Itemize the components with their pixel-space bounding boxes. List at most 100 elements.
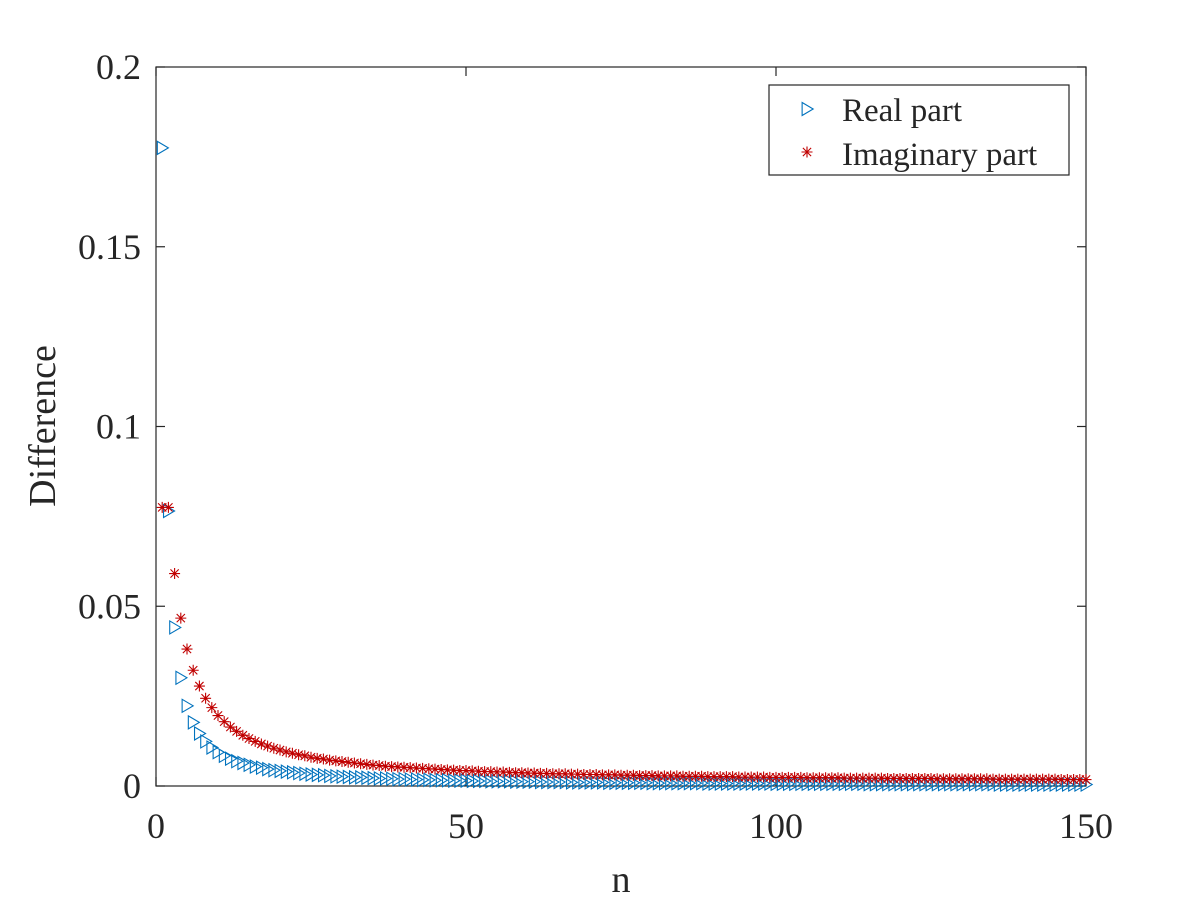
data-point-imaginary — [305, 751, 317, 763]
data-point-imaginary — [286, 747, 298, 759]
data-point-imaginary — [510, 767, 522, 779]
data-point-real — [423, 772, 437, 788]
data-point-real — [832, 776, 846, 792]
data-point-imaginary — [516, 767, 528, 779]
data-point-real — [565, 774, 579, 790]
data-point-real — [200, 733, 213, 749]
legend: Real part Imaginary part — [768, 84, 1070, 176]
data-point-real — [181, 698, 195, 714]
data-point-real — [1043, 777, 1057, 793]
data-point-imaginary — [801, 772, 813, 784]
data-point-real — [355, 769, 368, 785]
data-point-real — [212, 744, 226, 760]
y-tick-label: 0.1 — [96, 407, 141, 447]
axis-tick-labels: 0 50 100 150 0 0.05 0.1 0.15 0.2 — [78, 47, 1113, 846]
data-point-real — [268, 762, 282, 778]
data-point-imaginary — [720, 771, 732, 783]
data-point-imaginary — [640, 770, 652, 782]
data-point-real — [534, 774, 548, 790]
data-point-imaginary — [919, 772, 931, 784]
data-point-imaginary — [361, 758, 373, 770]
data-point-real — [621, 775, 635, 791]
data-point-imaginary — [671, 770, 683, 782]
data-point-imaginary — [677, 770, 689, 782]
data-point-imaginary — [268, 742, 280, 754]
data-point-imaginary — [534, 767, 546, 779]
data-point-real — [975, 776, 988, 792]
data-point-real — [900, 776, 914, 792]
data-point-real — [367, 770, 381, 786]
data-point-real — [944, 776, 957, 792]
data-point-real — [603, 775, 616, 791]
data-point-imaginary — [1024, 773, 1036, 785]
data-point-imaginary — [386, 761, 398, 773]
data-point-imaginary — [739, 771, 751, 783]
data-point-real — [404, 772, 418, 787]
data-point-imaginary — [993, 773, 1005, 785]
data-point-imaginary — [355, 758, 367, 770]
legend-marker-real — [801, 101, 815, 117]
data-point-imaginary — [826, 772, 838, 784]
data-point-real — [993, 777, 1007, 793]
data-point-imaginary — [727, 771, 739, 783]
data-point-imaginary — [857, 772, 869, 784]
data-point-imaginary — [398, 761, 410, 773]
data-point-real — [1049, 777, 1063, 793]
data-point-real — [392, 771, 406, 787]
data-point-real — [243, 757, 257, 773]
data-point-imaginary — [609, 769, 621, 781]
legend-markers — [801, 101, 815, 158]
data-point-real — [1018, 777, 1032, 793]
data-point-imaginary — [169, 568, 181, 580]
data-point-imaginary — [838, 772, 850, 784]
data-point-imaginary — [999, 773, 1011, 785]
data-point-real — [863, 776, 877, 792]
data-point-imaginary — [417, 762, 429, 774]
data-point-real — [851, 776, 864, 792]
data-point-real — [448, 773, 461, 789]
data-point-real — [640, 775, 654, 791]
data-point-real — [857, 776, 871, 792]
y-tick-label: 0 — [123, 766, 141, 806]
data-point-imaginary — [237, 729, 249, 741]
data-point-imaginary — [156, 501, 168, 513]
data-point-imaginary — [324, 754, 336, 766]
data-point-imaginary — [193, 680, 205, 692]
data-point-real — [379, 770, 393, 786]
data-point-real — [758, 776, 771, 791]
data-point-imaginary — [348, 757, 360, 769]
data-point-real — [286, 764, 300, 780]
data-point-imaginary — [925, 772, 937, 784]
data-point-imaginary — [745, 771, 757, 783]
data-point-imaginary — [336, 756, 348, 768]
data-point-real — [919, 776, 933, 792]
plot-area — [155, 66, 1087, 787]
data-point-real — [187, 714, 201, 730]
data-point-imaginary — [795, 771, 807, 783]
data-point-real — [702, 776, 716, 791]
data-point-real — [807, 776, 821, 792]
data-point-real — [516, 774, 530, 790]
data-point-real — [218, 748, 232, 764]
data-point-real — [751, 776, 765, 791]
data-point-real — [311, 767, 325, 783]
data-point-imaginary — [1037, 773, 1049, 785]
data-point-real — [882, 776, 895, 792]
data-point-real — [249, 759, 263, 775]
data-point-imaginary — [522, 767, 534, 779]
data-point-real — [317, 767, 331, 783]
y-axis-title: Difference — [22, 345, 64, 507]
data-point-real — [615, 775, 629, 791]
data-point-imaginary — [820, 772, 832, 784]
data-point-real — [590, 774, 604, 790]
data-point-real — [305, 767, 319, 782]
data-point-real — [491, 773, 505, 789]
data-point-imaginary — [869, 772, 881, 784]
data-point-imaginary — [181, 643, 193, 655]
data-point-real — [745, 776, 759, 791]
series-imaginary-part — [156, 501, 1092, 786]
data-point-imaginary — [373, 760, 385, 772]
data-point-imaginary — [875, 772, 887, 784]
data-point-real — [169, 619, 182, 635]
data-point-imaginary — [615, 769, 627, 781]
